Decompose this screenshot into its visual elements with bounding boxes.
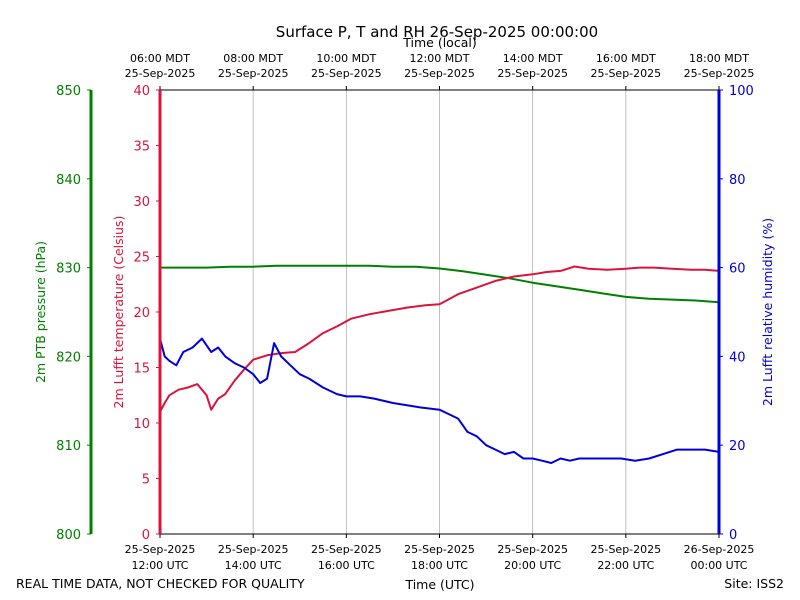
temperature-tick-label: 10 <box>133 417 150 432</box>
bottom-tick-time: 12:00 UTC <box>131 559 188 572</box>
top-tick-time: 12:00 MDT <box>410 52 470 65</box>
pressure-tick-label: 810 <box>56 439 81 454</box>
bottom-tick-date: 25-Sep-2025 <box>311 543 382 556</box>
site-label: Site: ISS2 <box>724 576 784 591</box>
axes <box>87 86 723 538</box>
temperature-tick-label: 40 <box>133 84 150 99</box>
bottom-tick-time: 22:00 UTC <box>597 559 654 572</box>
top-tick-date: 25-Sep-2025 <box>497 67 568 80</box>
top-tick-time: 18:00 MDT <box>689 52 749 65</box>
bottom-tick-time: 14:00 UTC <box>225 559 282 572</box>
bottom-tick-time: 00:00 UTC <box>690 559 747 572</box>
bottom-tick-time: 20:00 UTC <box>504 559 561 572</box>
temperature-series-line <box>159 265 720 413</box>
temperature-tick-label: 0 <box>142 528 150 543</box>
humidity-tick-label: 80 <box>729 173 746 188</box>
pressure-tick-label: 850 <box>56 84 81 99</box>
humidity-tick-label: 40 <box>729 350 746 365</box>
pressure-tick-label: 820 <box>56 350 81 365</box>
pressure-tick-label: 800 <box>56 528 81 543</box>
series-lines <box>159 264 720 464</box>
temperature-tick-label: 25 <box>133 251 150 266</box>
pressure-tick-label: 830 <box>56 262 81 277</box>
top-tick-date: 25-Sep-2025 <box>590 67 661 80</box>
temperature-tick-label: 35 <box>133 140 150 155</box>
top-tick-date: 25-Sep-2025 <box>311 67 382 80</box>
top-tick-time: 16:00 MDT <box>596 52 656 65</box>
humidity-series-line <box>159 337 720 464</box>
humidity-tick-label: 0 <box>729 528 737 543</box>
temperature-tick-label: 5 <box>142 473 150 488</box>
gridlines <box>252 90 627 534</box>
temperature-axis-label: 2m Lufft temperature (Celsius) <box>111 216 126 409</box>
chart-title: Surface P, T and RH 26-Sep-2025 00:00:00 <box>276 23 598 41</box>
humidity-tick-label: 100 <box>729 84 754 99</box>
top-tick-date: 25-Sep-2025 <box>218 67 289 80</box>
bottom-tick-date: 25-Sep-2025 <box>590 543 661 556</box>
top-tick-time: 08:00 MDT <box>223 52 283 65</box>
humidity-axis-label: 2m Lufft relative humidity (%) <box>760 218 775 406</box>
pressure-series-line <box>160 264 720 304</box>
quality-note: REAL TIME DATA, NOT CHECKED FOR QUALITY <box>16 576 305 591</box>
bottom-tick-date: 25-Sep-2025 <box>404 543 475 556</box>
top-tick-date: 25-Sep-2025 <box>125 67 196 80</box>
top-tick-date: 25-Sep-2025 <box>404 67 475 80</box>
bottom-tick-date: 25-Sep-2025 <box>125 543 196 556</box>
tick-labels: 800 810 820 830 840 850 0 5 10 15 20 25 30 35 40 0 20 40 6… <box>56 52 754 572</box>
top-axis-label: Time (local) <box>402 35 476 50</box>
pressure-tick-label: 840 <box>56 173 81 188</box>
bottom-tick-date: 25-Sep-2025 <box>497 543 568 556</box>
pressure-axis-label: 2m PTB pressure (hPa) <box>33 241 48 383</box>
top-tick-date: 25-Sep-2025 <box>684 67 755 80</box>
top-tick-time: 14:00 MDT <box>503 52 563 65</box>
bottom-tick-date: 25-Sep-2025 <box>218 543 289 556</box>
bottom-tick-date: 26-Sep-2025 <box>684 543 755 556</box>
bottom-tick-time: 18:00 UTC <box>411 559 468 572</box>
humidity-tick-label: 60 <box>729 262 746 277</box>
bottom-tick-time: 16:00 UTC <box>318 559 375 572</box>
temperature-tick-label: 15 <box>133 362 150 377</box>
top-tick-time: 06:00 MDT <box>130 52 190 65</box>
humidity-tick-label: 20 <box>729 439 746 454</box>
temperature-tick-label: 30 <box>133 195 150 210</box>
temperature-tick-label: 20 <box>133 306 150 321</box>
top-tick-time: 10:00 MDT <box>316 52 376 65</box>
bottom-axis-label: Time (UTC) <box>404 577 474 592</box>
